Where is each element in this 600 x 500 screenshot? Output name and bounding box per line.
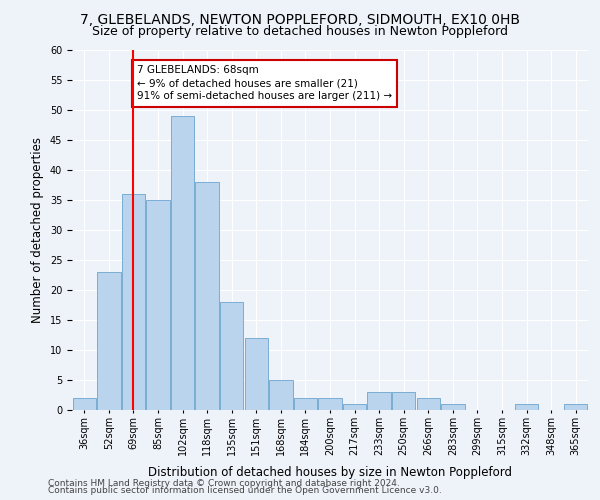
Text: Contains HM Land Registry data © Crown copyright and database right 2024.: Contains HM Land Registry data © Crown c… xyxy=(48,478,400,488)
Bar xyxy=(367,392,391,410)
Bar xyxy=(122,194,145,410)
Bar xyxy=(220,302,244,410)
Bar xyxy=(196,182,219,410)
Bar xyxy=(294,398,317,410)
Text: Contains public sector information licensed under the Open Government Licence v3: Contains public sector information licen… xyxy=(48,486,442,495)
Text: Size of property relative to detached houses in Newton Poppleford: Size of property relative to detached ho… xyxy=(92,25,508,38)
Text: 7, GLEBELANDS, NEWTON POPPLEFORD, SIDMOUTH, EX10 0HB: 7, GLEBELANDS, NEWTON POPPLEFORD, SIDMOU… xyxy=(80,12,520,26)
Bar xyxy=(245,338,268,410)
Bar xyxy=(441,404,464,410)
Bar xyxy=(97,272,121,410)
Bar xyxy=(269,380,293,410)
Y-axis label: Number of detached properties: Number of detached properties xyxy=(31,137,44,323)
Bar xyxy=(319,398,341,410)
Bar xyxy=(515,404,538,410)
Bar xyxy=(564,404,587,410)
Bar xyxy=(171,116,194,410)
Bar xyxy=(392,392,415,410)
X-axis label: Distribution of detached houses by size in Newton Poppleford: Distribution of detached houses by size … xyxy=(148,466,512,479)
Bar xyxy=(416,398,440,410)
Bar xyxy=(343,404,366,410)
Bar xyxy=(73,398,96,410)
Bar xyxy=(146,200,170,410)
Text: 7 GLEBELANDS: 68sqm
← 9% of detached houses are smaller (21)
91% of semi-detache: 7 GLEBELANDS: 68sqm ← 9% of detached hou… xyxy=(137,65,392,102)
